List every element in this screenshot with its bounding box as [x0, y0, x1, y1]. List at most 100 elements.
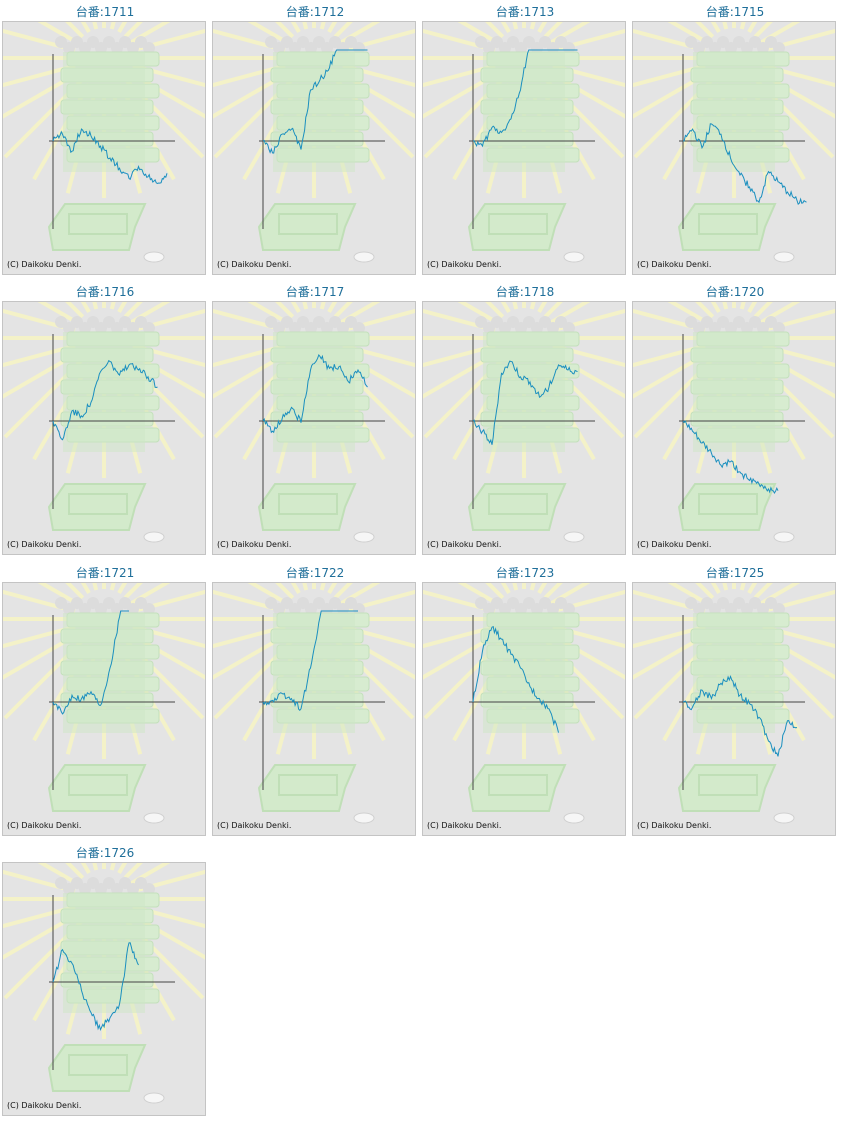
coin-shape	[353, 251, 375, 263]
machine-title[interactable]: 台番:1716	[75, 285, 135, 299]
machine-panel[interactable]: 台番:1726 (C) Daikoku Denki.	[0, 841, 210, 1119]
graph-frame: (C) Daikoku Denki.	[212, 301, 416, 555]
sun-ray	[423, 351, 500, 399]
coin-shape	[773, 812, 795, 824]
sun-ray	[695, 302, 715, 319]
sun-ray	[3, 343, 76, 368]
sun-ray	[65, 302, 85, 319]
tray-inner	[698, 774, 758, 796]
sun-ray	[543, 22, 563, 39]
slump-line	[262, 49, 368, 154]
ball-shape	[353, 603, 365, 615]
sun-ray	[753, 302, 773, 319]
machine-title[interactable]: 台番:1713	[495, 5, 555, 19]
sun-ray	[485, 302, 505, 319]
ball-shape	[143, 322, 155, 334]
coin-shape	[773, 531, 795, 543]
coin-shape	[773, 251, 795, 263]
machine-panel[interactable]: 台番:1720 (C) Daikoku Denki.	[630, 280, 840, 558]
sun-ray	[423, 632, 500, 680]
machine-title[interactable]: 台番:1717	[285, 285, 345, 299]
machine-panel[interactable]: 台番:1722 (C) Daikoku Denki.	[210, 561, 420, 839]
machine-panel[interactable]: 台番:1711 (C) Daikoku Denki.	[0, 0, 210, 278]
machine-panel[interactable]: 台番:1723 (C) Daikoku Denki.	[420, 561, 630, 839]
machine-title[interactable]: 台番:1725	[705, 566, 765, 580]
ball-shape	[773, 42, 785, 54]
machine-title[interactable]: 台番:1715	[705, 5, 765, 19]
ball-shape	[773, 603, 785, 615]
sun-ray	[213, 351, 290, 399]
sun-ray	[3, 912, 80, 960]
sun-ray	[548, 583, 591, 606]
tray-inner	[278, 213, 338, 235]
sun-ray	[123, 863, 143, 880]
graph-frame: (C) Daikoku Denki.	[422, 301, 626, 555]
sun-ray	[667, 302, 710, 325]
sun-ray	[213, 71, 290, 119]
machine-title[interactable]: 台番:1712	[285, 5, 345, 19]
sun-ray	[247, 302, 290, 325]
machine-title[interactable]: 台番:1720	[705, 285, 765, 299]
sun-ray	[333, 302, 353, 319]
box-body	[63, 52, 145, 172]
graph-svg	[3, 22, 205, 263]
sun-ray	[37, 22, 80, 45]
machine-panel[interactable]: 台番:1716 (C) Daikoku Denki.	[0, 280, 210, 558]
tray-shape	[257, 203, 357, 251]
machine-panel[interactable]: 台番:1718 (C) Daikoku Denki.	[420, 280, 630, 558]
copyright-text: (C) Daikoku Denki.	[427, 540, 502, 549]
slump-line	[472, 49, 578, 148]
coin-shape	[353, 531, 375, 543]
slump-line	[682, 674, 798, 757]
sun-ray	[3, 71, 80, 119]
machine-panel[interactable]: 台番:1715 (C) Daikoku Denki.	[630, 0, 840, 278]
sun-ray	[667, 22, 710, 45]
tray-inner	[278, 774, 338, 796]
background-art	[3, 302, 205, 543]
machine-panel[interactable]: 台番:1717 (C) Daikoku Denki.	[210, 280, 420, 558]
tray-shape	[47, 203, 147, 251]
sun-ray	[37, 583, 80, 606]
background-art	[3, 583, 205, 824]
tray-inner	[488, 493, 548, 515]
coin-shape	[143, 1092, 165, 1104]
sun-ray	[753, 22, 773, 39]
coin-shape	[143, 531, 165, 543]
machine-title[interactable]: 台番:1711	[75, 5, 135, 19]
copyright-text: (C) Daikoku Denki.	[7, 540, 82, 549]
coin-shape	[143, 812, 165, 824]
machine-panel[interactable]: 台番:1725 (C) Daikoku Denki.	[630, 561, 840, 839]
machine-title[interactable]: 台番:1723	[495, 566, 555, 580]
background-art	[213, 22, 415, 263]
background-art	[423, 22, 625, 263]
machine-panel[interactable]: 台番:1712 (C) Daikoku Denki.	[210, 0, 420, 278]
sun-ray	[758, 22, 801, 45]
machine-title[interactable]: 台番:1721	[75, 566, 135, 580]
box-body	[693, 332, 775, 452]
sun-ray	[633, 343, 706, 368]
sun-ray	[128, 583, 171, 606]
machine-panel[interactable]: 台番:1713 (C) Daikoku Denki.	[420, 0, 630, 278]
background-art	[423, 302, 625, 543]
sun-ray	[633, 71, 710, 119]
tray-shape	[257, 764, 357, 812]
ball-shape	[143, 883, 155, 895]
sun-ray	[65, 583, 85, 600]
graph-frame: (C) Daikoku Denki.	[422, 582, 626, 836]
graph-frame: (C) Daikoku Denki.	[2, 21, 206, 275]
slump-line	[472, 625, 559, 733]
sun-ray	[485, 22, 505, 39]
tray-inner	[68, 493, 128, 515]
graph-frame: (C) Daikoku Denki.	[632, 582, 836, 836]
machine-title[interactable]: 台番:1726	[75, 846, 135, 860]
machine-title[interactable]: 台番:1718	[495, 285, 555, 299]
sun-ray	[3, 351, 80, 399]
box-body	[273, 52, 355, 172]
sun-ray	[128, 22, 171, 45]
machine-title[interactable]: 台番:1722	[285, 566, 345, 580]
machine-panel[interactable]: 台番:1721 (C) Daikoku Denki.	[0, 561, 210, 839]
graph-svg	[213, 22, 415, 263]
ball-shape	[143, 42, 155, 54]
slump-line	[472, 360, 578, 445]
copyright-text: (C) Daikoku Denki.	[637, 260, 712, 269]
